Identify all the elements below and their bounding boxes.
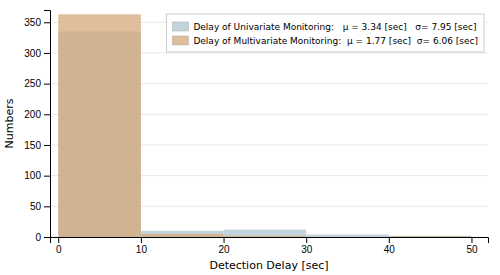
tick: 50 [30,201,50,212]
tick: 100 [24,170,50,181]
tick-label: 0 [35,232,41,243]
tick-mark [44,84,50,85]
tick-label: 300 [24,48,41,59]
bar [141,234,224,237]
tick-mark [306,237,307,243]
tick-label: 20 [218,244,230,255]
tick: 40 [384,237,396,255]
x-axis-title: Detection Delay [sec] [209,259,328,272]
legend-swatch [172,36,188,45]
tick-label: 150 [24,140,41,151]
tick-label: 30 [301,244,313,255]
bar [224,236,307,237]
bar [306,235,389,237]
bar [306,237,389,238]
legend-label: Delay of Univariate Monitoring: μ = 3.34… [193,22,476,32]
tick-label: 40 [384,244,396,255]
tick: 50 [466,237,478,255]
chart: 0 10 20 30 40 50 0 50 100 150 200 250 300 350 Delay of… [0,0,500,275]
tick-mark [44,114,50,115]
tick-label: 200 [24,109,41,120]
tick-mark [141,237,142,243]
tick-label: 100 [24,170,41,181]
tick-label: 10 [136,244,148,255]
tick: 30 [301,237,313,255]
legend-item: Delay of Multivariate Monitoring: μ = 1.… [172,36,478,46]
tick-label: 350 [24,17,41,28]
tick: 10 [136,237,148,255]
tick-label: 0 [56,244,62,255]
axis-line [44,11,51,238]
tick: 300 [24,48,50,59]
tick-mark [224,237,225,243]
legend-label: Delay of Multivariate Monitoring: μ = 1.… [193,36,478,46]
tick: 0 [56,237,62,255]
legend: Delay of Univariate Monitoring: μ = 3.34… [166,14,484,52]
tick: 200 [24,109,50,120]
axis-line [51,238,489,244]
tick-mark [44,145,50,146]
plot: 0 10 20 30 40 50 0 50 100 150 200 250 300 350 Delay of… [24,11,488,256]
tick-label: 50 [466,244,478,255]
bar [58,14,141,237]
tick-mark [44,237,50,238]
tick-mark [44,176,50,177]
tick: 20 [218,237,230,255]
tick-mark [44,206,50,207]
tick-label: 50 [30,201,42,212]
y-axis-title: Numbers [3,98,16,148]
tick-mark [44,22,50,23]
bar [141,231,224,237]
tick: 350 [24,17,50,28]
tick-mark [58,237,59,243]
bar [389,236,472,237]
tick: 0 [35,232,50,243]
legend-frame [166,14,484,52]
bar [389,236,472,237]
x-axis: 0 10 20 30 40 50 [51,237,489,255]
tick-mark [471,237,472,243]
tick: 250 [24,78,50,89]
bar [224,230,307,237]
tick-label: 250 [24,78,41,89]
legend-swatch [172,22,188,31]
tick-mark [389,237,390,243]
tick-mark [44,53,50,54]
y-axis: 0 50 100 150 200 250 300 350 [24,11,50,243]
legend-item: Delay of Univariate Monitoring: μ = 3.34… [172,22,476,32]
tick: 150 [24,140,50,151]
